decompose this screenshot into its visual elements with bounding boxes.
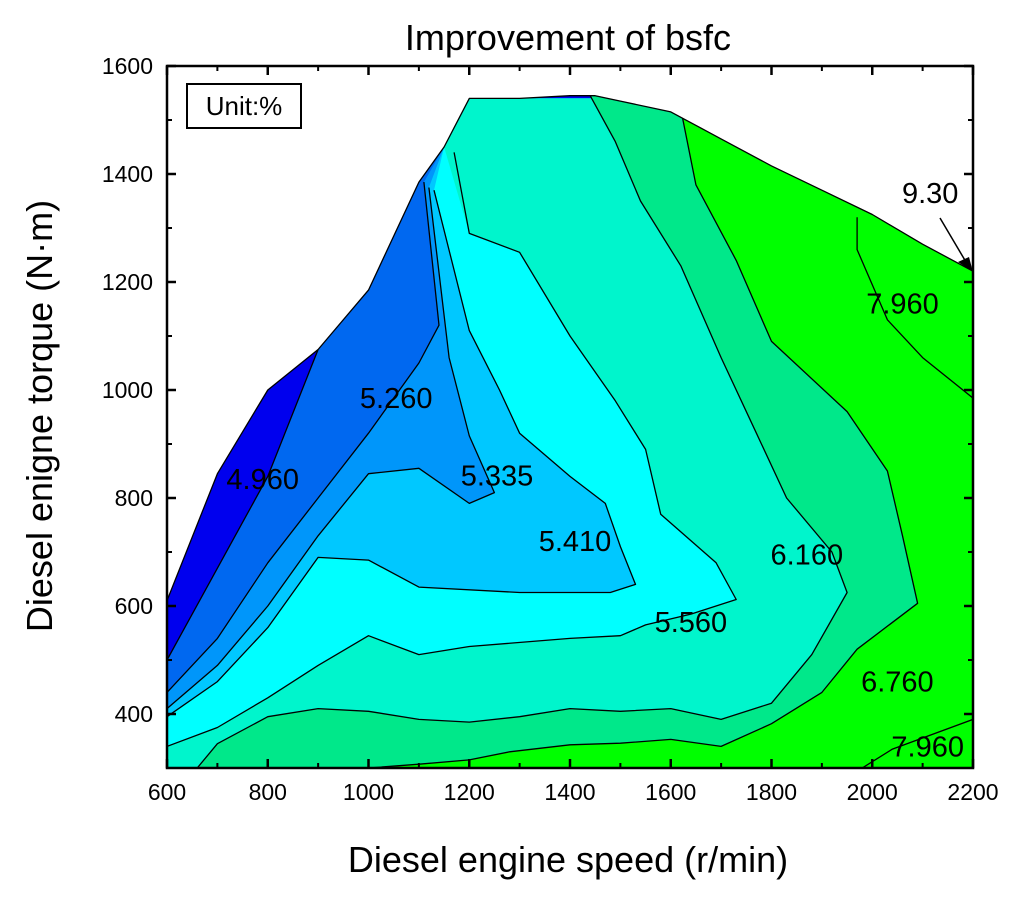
x-tick-label: 1400 [544, 779, 595, 805]
y-tick-label: 1000 [102, 377, 153, 403]
contour-label: 7.960 [866, 289, 939, 321]
contour-labels: 4.960 5.260 5.335 5.410 5.560 6.160 6.760 7.960… [226, 178, 964, 764]
y-tick-label: 1600 [102, 53, 153, 79]
isoline-6 [196, 95, 848, 768]
y-tick-label: 1400 [102, 161, 153, 187]
contour-label: 5.560 [655, 607, 728, 639]
isoline-7 [368, 109, 919, 768]
y-tick-label: 600 [115, 593, 153, 619]
contour-label: 5.260 [360, 383, 433, 415]
isoline-3 [167, 187, 496, 710]
plot-frame [165, 64, 975, 770]
chart-title: Improvement of bsfc [405, 17, 731, 58]
unit-label: Unit:% [206, 91, 283, 121]
contour-label: 5.335 [461, 460, 534, 492]
isoline-5 [167, 152, 737, 748]
arrow-annotation [939, 217, 973, 272]
y-tick-label: 800 [115, 485, 153, 511]
contour-region-l7 [368, 98, 973, 768]
x-axis-label: Diesel engine speed (r/min) [348, 839, 788, 880]
x-tick-label: 800 [249, 779, 287, 805]
y-axis-label: Diesel enigne torque (N·m) [19, 200, 60, 632]
isoline-4 [167, 190, 637, 718]
contour-label: 6.160 [771, 540, 844, 572]
axis-ticks: 600 800 1000 1200 1400 1600 1800 2000 2200 400 600… [102, 53, 999, 805]
contour-label: 6.760 [861, 667, 934, 699]
x-tick-label: 1000 [343, 779, 394, 805]
x-tick-label: 2000 [847, 779, 898, 805]
contour-fills [167, 95, 973, 768]
contour-lines [167, 95, 973, 768]
contour-label: 4.960 [226, 464, 299, 496]
isoline-2 [167, 182, 440, 693]
y-tick-label: 1200 [102, 269, 153, 295]
contour-label: 9.30 [902, 178, 958, 210]
x-tick-label: 2200 [947, 779, 998, 805]
x-tick-label: 1200 [444, 779, 495, 805]
contour-label: 7.960 [891, 731, 964, 763]
x-tick-label: 1600 [645, 779, 696, 805]
x-tick-label: 1800 [746, 779, 797, 805]
contour-region-l8 [862, 719, 973, 768]
unit-box: Unit:% [186, 83, 302, 129]
isoline-9 [856, 217, 973, 399]
contour-label: 5.410 [539, 526, 612, 558]
x-tick-label: 600 [148, 779, 186, 805]
isoline-1 [167, 349, 319, 661]
y-tick-label: 400 [115, 701, 153, 727]
